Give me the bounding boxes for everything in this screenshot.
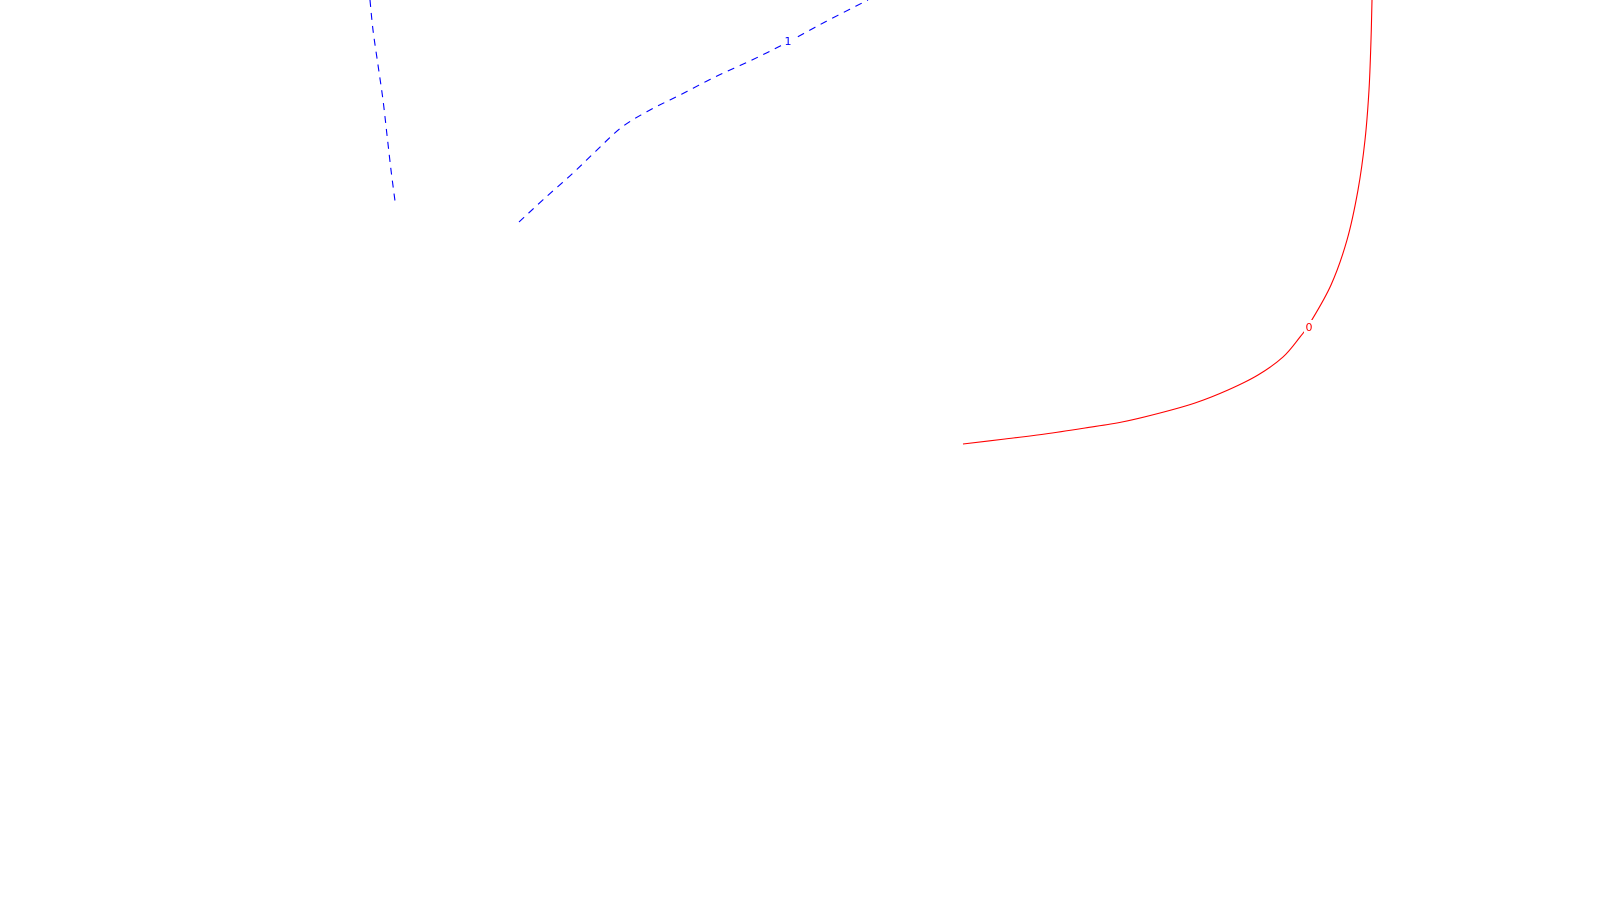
contour-lines-group: 10 (369, 0, 1373, 445)
contour-label-background-1 (783, 34, 793, 47)
contour-label-0: 0 (1306, 321, 1313, 334)
contour-line-level-1-segment-1 (369, 0, 396, 202)
contour-line-level-0-segment-1 (962, 0, 1373, 445)
contour-label-1: 1 (785, 35, 792, 48)
contour-label-background-0 (1304, 320, 1314, 333)
